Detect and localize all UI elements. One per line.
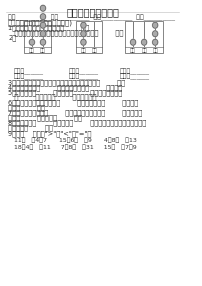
- Ellipse shape: [142, 39, 147, 45]
- Ellipse shape: [81, 31, 86, 37]
- Text: 4．１０个十是（        ），１０里面有（        ）个十。: 4．１０个十是（ ），１０里面有（ ）个十。: [8, 84, 122, 91]
- Ellipse shape: [81, 39, 86, 45]
- Ellipse shape: [153, 22, 158, 28]
- Text: 十位: 十位: [81, 48, 86, 53]
- Text: 位是（        ）。: 位是（ ）。: [8, 104, 45, 111]
- Ellipse shape: [40, 39, 46, 45]
- Ellipse shape: [153, 39, 158, 45]
- Ellipse shape: [40, 5, 46, 11]
- Ellipse shape: [40, 14, 46, 20]
- Text: 9．在（    ）填上">"、"<"或"="。: 9．在（ ）填上">"、"<"或"="。: [8, 130, 92, 136]
- Text: 十位: 十位: [141, 48, 147, 53]
- Ellipse shape: [81, 22, 86, 28]
- Text: 十位: 十位: [29, 48, 35, 53]
- Bar: [76, 21, 102, 53]
- Bar: [125, 21, 163, 53]
- Text: 6．一个数从右起第一位是（        ），第二位是（        ），第三: 6．一个数从右起第一位是（ ），第二位是（ ），第三: [8, 99, 138, 106]
- Text: 2．: 2．: [8, 35, 16, 41]
- Text: 一年级期中检测试卷: 一年级期中检测试卷: [66, 7, 119, 17]
- Text: 3．一个数，个位上是６，十位上是９，这个数是（        ）。: 3．一个数，个位上是６，十位上是９，这个数是（ ）。: [8, 79, 125, 86]
- Ellipse shape: [40, 22, 46, 28]
- Text: 百位: 百位: [130, 48, 136, 53]
- Text: 读作：______: 读作：______: [69, 74, 99, 80]
- Text: 5．长方形有（        ）条边，（        ）个角，正方形有: 5．长方形有（ ）条边，（ ）个角，正方形有: [8, 89, 122, 96]
- Ellipse shape: [29, 39, 35, 45]
- Text: 写作：______: 写作：______: [14, 69, 44, 75]
- Ellipse shape: [40, 31, 46, 37]
- Text: （        ）条边，（        ）条边相等。: （ ）条边，（ ）条边相等。: [8, 94, 96, 100]
- Ellipse shape: [153, 31, 158, 37]
- Text: 1．５个一和３个十合起来是（        ）。: 1．５个一和３个十合起来是（ ）。: [8, 25, 89, 31]
- Text: 个位: 个位: [152, 48, 158, 53]
- Text: 11（   ）4＋7      15－6（   ）9      4＋8（   ）13: 11（ ）4＋7 15－6（ ）9 4＋8（ ）13: [8, 137, 137, 143]
- Text: 写作：______: 写作：______: [120, 69, 150, 75]
- Text: 读作：______: 读作：______: [14, 74, 44, 80]
- Text: 个位: 个位: [40, 48, 46, 53]
- Text: 个位: 个位: [92, 48, 97, 53]
- Text: 学校__________  班级__________  姓名__________  得分__________: 学校__________ 班级__________ 姓名__________ 得…: [8, 14, 175, 21]
- Text: 写作：______: 写作：______: [69, 69, 99, 75]
- Bar: [24, 21, 51, 53]
- Text: 一、填空。(每空１分，共３１分): 一、填空。(每空１分，共３１分): [8, 19, 73, 26]
- Text: 十位数是（        ）。: 十位数是（ ）。: [8, 124, 53, 131]
- Text: 读作：______: 读作：______: [120, 74, 150, 80]
- Text: 18－4（   ）11     7＋8（   ）31     15（   ）7＋9: 18－4（ ）11 7＋8（ ）31 15（ ）7＋9: [8, 144, 137, 150]
- Text: 和是（        ），差是（        ）。: 和是（ ），差是（ ）。: [8, 114, 82, 121]
- Ellipse shape: [130, 39, 136, 45]
- Text: 8．７５是由（        ）个十和（        ）个一组成的；４个一和６个十: 8．７５是由（ ）个十和（ ）个一组成的；４个一和６个十: [8, 120, 146, 126]
- Text: 一个两位数，个位是０，十位是４，这个数是（        ）。: 一个两位数，个位是０，十位是４，这个数是（ ）。: [8, 29, 123, 36]
- Text: 7．最大的一位数是（        ），最小的两位数是（        ），它们的: 7．最大的一位数是（ ），最小的两位数是（ ），它们的: [8, 110, 142, 116]
